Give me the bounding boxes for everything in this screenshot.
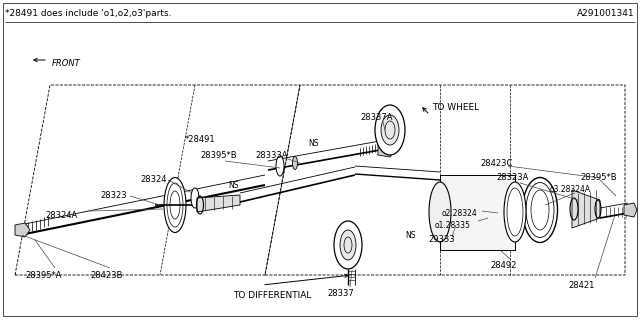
Text: 28337: 28337 — [327, 289, 354, 298]
Ellipse shape — [375, 105, 405, 155]
Text: 28337A: 28337A — [360, 114, 392, 123]
Text: 28492: 28492 — [490, 260, 516, 269]
Text: 28395*B: 28395*B — [200, 150, 237, 159]
Text: 28423C: 28423C — [480, 158, 513, 167]
Polygon shape — [378, 143, 395, 157]
Text: NS: NS — [228, 180, 239, 189]
Ellipse shape — [164, 178, 186, 233]
Text: o2.28324: o2.28324 — [442, 209, 477, 218]
Text: TO DIFFERENTIAL: TO DIFFERENTIAL — [233, 291, 312, 300]
Text: NS: NS — [405, 230, 415, 239]
Text: 28421: 28421 — [568, 281, 595, 290]
Ellipse shape — [486, 206, 493, 224]
Ellipse shape — [522, 178, 557, 243]
Text: *28491 does include 'o1,o2,o3'parts.: *28491 does include 'o1,o2,o3'parts. — [5, 10, 172, 19]
Ellipse shape — [429, 182, 451, 242]
Ellipse shape — [191, 188, 199, 208]
Ellipse shape — [334, 221, 362, 269]
Polygon shape — [440, 175, 515, 250]
Text: o3.28324A: o3.28324A — [550, 186, 591, 195]
Text: 28324: 28324 — [140, 175, 166, 185]
Ellipse shape — [381, 115, 399, 145]
Text: 28395*A: 28395*A — [25, 270, 61, 279]
Ellipse shape — [445, 187, 471, 249]
Text: A291001341: A291001341 — [577, 10, 635, 19]
Ellipse shape — [292, 156, 298, 170]
Ellipse shape — [504, 182, 526, 242]
Text: 28333A: 28333A — [255, 150, 287, 159]
Text: *28491: *28491 — [185, 135, 216, 145]
Ellipse shape — [497, 204, 502, 217]
Polygon shape — [572, 190, 600, 228]
Ellipse shape — [276, 156, 284, 176]
Text: 28395*B: 28395*B — [580, 172, 616, 181]
Text: 28323A: 28323A — [496, 173, 529, 182]
Text: NS: NS — [308, 139, 319, 148]
Polygon shape — [15, 223, 30, 237]
Text: FRONT: FRONT — [52, 59, 81, 68]
Text: 28423B: 28423B — [90, 270, 122, 279]
Ellipse shape — [340, 230, 356, 260]
Text: TO WHEEL: TO WHEEL — [432, 103, 479, 113]
Text: 28324A: 28324A — [45, 211, 77, 220]
Text: o1.28335: o1.28335 — [435, 220, 471, 229]
Text: 28323: 28323 — [100, 190, 127, 199]
Polygon shape — [197, 195, 240, 212]
Text: 29333: 29333 — [428, 236, 454, 244]
Polygon shape — [624, 203, 637, 217]
